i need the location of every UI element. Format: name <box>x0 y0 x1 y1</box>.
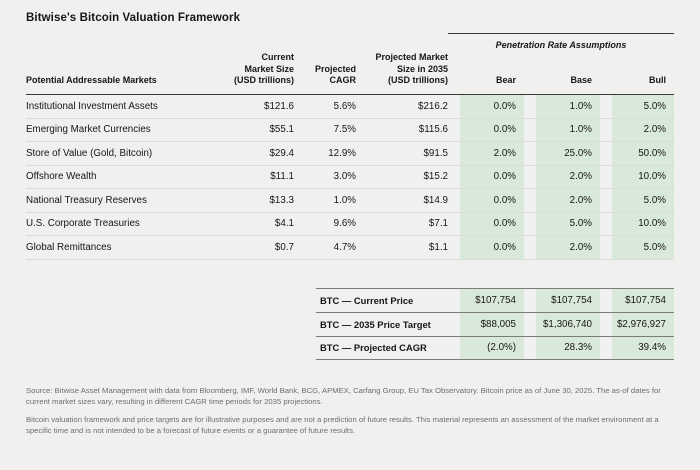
table-row: Offshore Wealth $11.1 3.0% $15.2 0.0% 2.0% 10.… <box>26 165 674 190</box>
table-row: Institutional Investment Assets $121.6 5.6… <box>26 95 674 119</box>
current-market-size: $13.3 <box>269 194 294 206</box>
bear-value: $88,005 <box>448 312 524 336</box>
table-header-row: Potential Addressable Markets Current Ma… <box>26 52 674 96</box>
summary-label: BTC — Current Price <box>320 294 414 306</box>
column-header-cagr: Projected CAGR <box>314 63 356 86</box>
table-row: Emerging Market Currencies $55.1 7.5% $115.… <box>26 118 674 143</box>
base-value: $1,306,740 <box>524 312 600 336</box>
bear-value: 2.0% <box>448 142 524 165</box>
market-name: Institutional Investment Assets <box>26 100 158 112</box>
projected-cagr: 3.0% <box>333 171 356 183</box>
projected-cagr: 5.6% <box>333 100 356 112</box>
bear-value: 0.0% <box>448 118 524 142</box>
bull-value: 5.0% <box>600 236 674 259</box>
summary-label: BTC — 2035 Price Target <box>320 318 431 330</box>
projected-cagr: 9.6% <box>333 218 356 230</box>
penetration-header-row: Penetration Rate Assumptions <box>26 33 674 50</box>
table-row: U.S. Corporate Treasuries $4.1 9.6% $7.1 0.0… <box>26 212 674 237</box>
table-row: Store of Value (Gold, Bitcoin) $29.4 12.9%… <box>26 142 674 166</box>
projected-cagr: 12.9% <box>328 147 356 159</box>
current-market-size: $29.4 <box>269 147 294 159</box>
bull-value: $107,754 <box>600 288 674 312</box>
bear-value: 0.0% <box>448 189 524 212</box>
bull-value: 50.0% <box>600 142 674 165</box>
bull-value: $2,976,927 <box>600 312 674 336</box>
column-header-markets: Potential Addressable Markets <box>26 75 157 86</box>
market-name: U.S. Corporate Treasuries <box>26 218 140 230</box>
market-rows: Institutional Investment Assets $121.6 5.6… <box>26 95 674 260</box>
projected-market-size: $115.6 <box>418 124 448 136</box>
market-name: National Treasury Reserves <box>26 194 147 206</box>
disclaimer-footnote: Bitcoin valuation framework and price ta… <box>26 415 659 436</box>
summary-rows: BTC — Current Price $107,754 $107,754 $107,… <box>316 287 674 360</box>
projected-cagr: 1.0% <box>333 194 356 206</box>
base-value: 25.0% <box>524 142 600 165</box>
base-value: 1.0% <box>524 95 600 118</box>
current-market-size: $11.1 <box>270 171 294 183</box>
market-name: Store of Value (Gold, Bitcoin) <box>26 147 153 159</box>
summary-row: BTC — Projected CAGR (2.0%) 28.3% 39.4% <box>316 335 674 360</box>
projected-market-size: $15.2 <box>423 171 448 183</box>
column-header-base: Base <box>570 75 592 86</box>
current-market-size: $0.7 <box>274 241 294 253</box>
base-value: $107,754 <box>524 288 600 312</box>
base-value: 2.0% <box>524 165 600 189</box>
bear-value: 0.0% <box>448 165 524 189</box>
btc-summary-table: BTC — Current Price $107,754 $107,754 $107,… <box>316 287 674 360</box>
market-name: Emerging Market Currencies <box>26 124 151 136</box>
projected-cagr: 7.5% <box>333 124 356 136</box>
projected-cagr: 4.7% <box>333 241 356 253</box>
projected-market-size: $216.2 <box>418 100 448 112</box>
projected-market-size: $1.1 <box>428 241 448 253</box>
base-value: 5.0% <box>524 212 600 236</box>
penetration-rate-group: Penetration Rate Assumptions <box>448 33 674 50</box>
penetration-rate-header: Penetration Rate Assumptions <box>495 40 627 50</box>
market-name: Global Remittances <box>26 241 112 253</box>
column-header-current-size: Current Market Size (USD trillions) <box>234 52 294 86</box>
source-footnote: Source: Bitwise Asset Management with da… <box>26 385 661 406</box>
column-header-projected-size: Projected Market Size in 2035 (USD trill… <box>375 52 448 86</box>
current-market-size: $55.1 <box>269 124 294 136</box>
table-row: National Treasury Reserves $13.3 1.0% $14.9… <box>26 189 674 213</box>
current-market-size: $121.6 <box>264 100 294 112</box>
bear-value: $107,754 <box>448 288 524 312</box>
current-market-size: $4.1 <box>274 218 294 230</box>
bull-value: 5.0% <box>600 189 674 212</box>
page-title: Bitwise's Bitcoin Valuation Framework <box>26 12 241 24</box>
bear-value: 0.0% <box>448 95 524 118</box>
summary-row: BTC — Current Price $107,754 $107,754 $107,… <box>316 287 674 312</box>
bull-value: 2.0% <box>600 118 674 142</box>
column-header-bull: Bull <box>649 75 666 86</box>
base-value: 2.0% <box>524 189 600 212</box>
bear-value: 0.0% <box>448 212 524 236</box>
projected-market-size: $7.1 <box>428 218 448 230</box>
projected-market-size: $14.9 <box>423 194 448 206</box>
base-value: 28.3% <box>524 336 600 359</box>
bear-value: 0.0% <box>448 236 524 259</box>
footnotes: Source: Bitwise Asset Management with da… <box>26 386 674 438</box>
bull-value: 5.0% <box>600 95 674 118</box>
summary-row: BTC — 2035 Price Target $88,005 $1,306,740… <box>316 311 674 336</box>
bull-value: 39.4% <box>600 336 674 359</box>
bear-value: (2.0%) <box>448 336 524 359</box>
base-value: 1.0% <box>524 118 600 142</box>
summary-label: BTC — Projected CAGR <box>320 342 427 354</box>
bull-value: 10.0% <box>600 212 674 236</box>
penetration-header-rule <box>448 33 674 34</box>
column-header-bear: Bear <box>495 75 516 86</box>
market-name: Offshore Wealth <box>26 171 97 183</box>
projected-market-size: $91.5 <box>423 147 448 159</box>
table-row: Global Remittances $0.7 4.7% $1.1 0.0% 2.0% 5.… <box>26 236 674 260</box>
base-value: 2.0% <box>524 236 600 259</box>
bull-value: 10.0% <box>600 165 674 189</box>
